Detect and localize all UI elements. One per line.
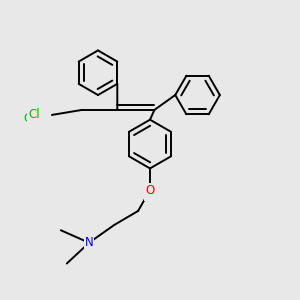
Text: Cl: Cl	[24, 112, 35, 125]
Text: Cl: Cl	[28, 108, 40, 122]
Text: N: N	[85, 240, 93, 253]
Text: O: O	[146, 184, 154, 196]
Text: N: N	[85, 236, 93, 249]
Text: O: O	[146, 187, 154, 200]
